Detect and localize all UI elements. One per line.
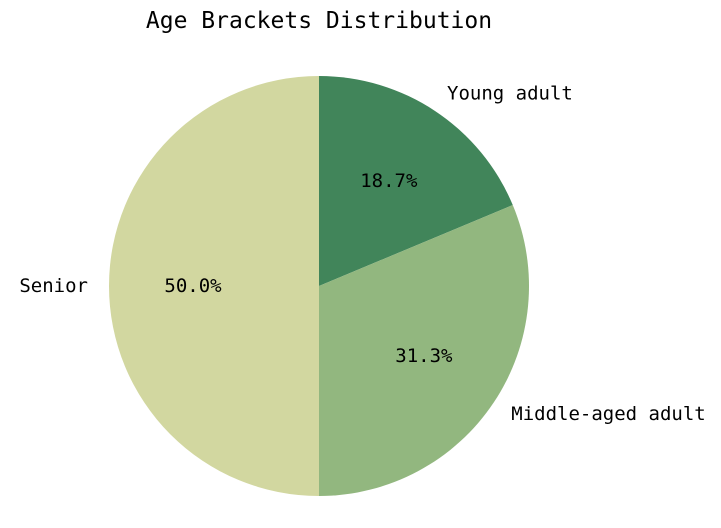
pie-category-label-senior: Senior xyxy=(19,275,88,297)
pie-percent-label-middle-aged-adult: 31.3% xyxy=(395,345,453,367)
pie-category-label-middle-aged-adult: Middle-aged adult xyxy=(511,403,705,425)
pie-labels: 18.7% Young adult 31.3% Middle-aged adult 50… xyxy=(19,83,705,425)
pie-slice-senior xyxy=(109,76,319,496)
pie-percent-label-young-adult: 18.7% xyxy=(360,170,418,192)
pie-slice-middle-aged-adult xyxy=(319,205,529,497)
pie-slice-young-adult xyxy=(319,76,513,286)
pie-category-label-young-adult: Young adult xyxy=(447,83,573,105)
chart-title: Age Brackets Distribution xyxy=(146,8,492,34)
pie-percent-label-senior: 50.0% xyxy=(164,275,222,297)
pie-slices xyxy=(109,76,529,497)
